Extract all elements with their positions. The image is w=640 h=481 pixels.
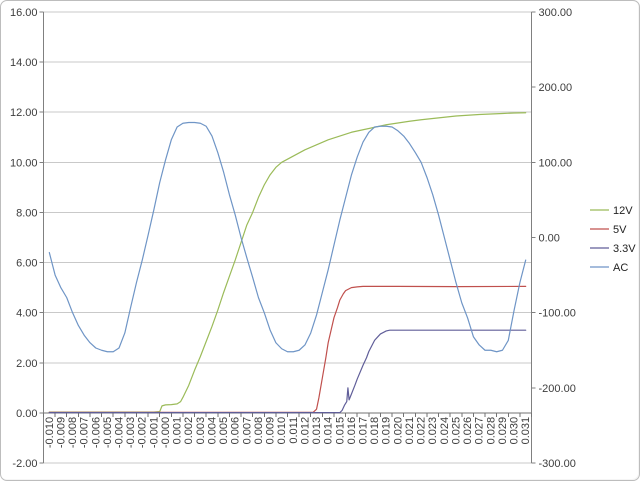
x-axis-tick-label: 0.011 [288, 417, 300, 444]
y-axis-right-tick-label: 100.00 [539, 157, 573, 169]
x-axis-tick-label: 0.023 [427, 417, 439, 445]
x-axis-tick-label: -0.004 [114, 417, 126, 448]
x-axis-tick-label: 0.012 [299, 417, 311, 445]
legend-item-3-3v[interactable]: 3.3V [590, 243, 636, 255]
x-axis-tick-label: 0.027 [474, 417, 486, 445]
x-axis-tick-label: -0.010 [44, 417, 56, 448]
x-axis-tick-label: 0.019 [381, 417, 393, 445]
legend-label: 3.3V [613, 243, 636, 255]
y-axis-right-tick-label: 300.00 [539, 7, 573, 19]
x-axis-tick-label: -0.002 [137, 417, 149, 448]
x-axis-tick-label: -0.005 [102, 417, 114, 448]
series-line-5v[interactable] [48, 285, 527, 413]
x-axis-tick-label: 0.028 [485, 417, 497, 445]
x-axis-tick-label: -0.000 [160, 417, 172, 448]
x-axis-tick-label: 0.007 [241, 417, 253, 445]
y-axis-left-tick-label: 8.00 [16, 207, 37, 219]
x-axis-tick-label: -0.009 [55, 417, 67, 448]
legend-item-12v[interactable]: 12V [590, 205, 633, 217]
y-axis-right-tick-label: -200.00 [539, 383, 576, 395]
y-axis-left-tick-label: 14.00 [10, 57, 38, 69]
y-axis-left-tick-label: 12.00 [10, 107, 38, 119]
x-axis-tick-label: 0.022 [416, 417, 428, 445]
x-axis-tick-label: 0.030 [509, 417, 521, 445]
y-axis-right-tick-label: -300.00 [539, 458, 576, 470]
x-axis-tick-label: 0.018 [369, 417, 381, 445]
x-axis-tick-label: 0.029 [497, 417, 509, 445]
axis-lines [39, 11, 536, 464]
x-axis-tick-label: 0.003 [195, 417, 207, 445]
x-axis-tick-label: 0.024 [439, 417, 451, 445]
x-axis-tick-label: 0.008 [253, 417, 265, 445]
y-axis-left-tick-label: 10.00 [10, 157, 38, 169]
series-lines [48, 112, 527, 414]
x-axis-tick-label: 0.005 [218, 417, 230, 445]
y-axis-right-tick-label: 200.00 [539, 82, 573, 94]
x-axis-tick-label: 0.002 [183, 417, 195, 445]
x-axis-tick-label: -0.008 [67, 417, 79, 448]
y-axis-left-tick-label: -2.00 [12, 458, 37, 470]
series-line-12v[interactable] [48, 112, 527, 413]
legend-label: AC [613, 262, 628, 274]
y-axis-left-tick-label: 4.00 [16, 308, 37, 320]
x-axis-tick-label: -0.006 [90, 417, 102, 448]
x-axis-tick-label: 0.017 [358, 417, 370, 445]
x-axis-tick-label: 0.026 [462, 417, 474, 445]
y-axis-right-tick-label: -100.00 [539, 308, 576, 320]
x-axis-tick-label: 0.004 [206, 417, 218, 445]
x-axis-tick-label: 0.021 [404, 417, 416, 445]
x-axis-tick-label: 0.006 [230, 417, 242, 445]
legend-item-5v[interactable]: 5V [590, 224, 627, 236]
x-axis-tick-label: 0.025 [450, 417, 462, 445]
x-axis-tick-label: 0.020 [392, 417, 404, 445]
legend-label: 5V [613, 224, 627, 236]
legend-label: 12V [613, 205, 633, 217]
legend-item-ac[interactable]: AC [590, 262, 628, 274]
y-axis-right-tick-label: 0.00 [539, 233, 560, 245]
x-axis-tick-label: -0.001 [148, 417, 160, 448]
y-axis-left-tick-label: 0.00 [16, 408, 37, 420]
x-axis-tick-label: 0.016 [346, 417, 358, 445]
x-axis-tick-label: 0.014 [323, 417, 335, 445]
legend[interactable]: 12V 5V 3.3V AC [590, 205, 636, 274]
x-axis-tick-label: 0.010 [276, 417, 288, 445]
y-axis-left-tick-label: 6.00 [16, 258, 37, 270]
y-axis-left-tick-label: 2.00 [16, 358, 37, 370]
x-axis-tick-label: -0.007 [79, 417, 91, 448]
x-axis-tick-label: 0.031 [520, 417, 532, 445]
x-axis-tick-label: 0.001 [172, 417, 184, 445]
series-line-ac[interactable] [48, 121, 527, 353]
x-axis-tick-label: 0.015 [334, 417, 346, 445]
x-axis-tick-label: -0.003 [125, 417, 137, 448]
axis-labels: 16.00 14.00 12.00 10.00 8.00 6.00 4.00 2.00 0.00… [10, 7, 576, 470]
series-line-3-3v[interactable] [48, 329, 527, 414]
x-axis-tick-label: 0.009 [265, 417, 277, 445]
x-axis-tick-label: 0.013 [311, 417, 323, 445]
y-axis-left-tick-label: 16.00 [10, 7, 38, 19]
gridlines [43, 11, 532, 464]
